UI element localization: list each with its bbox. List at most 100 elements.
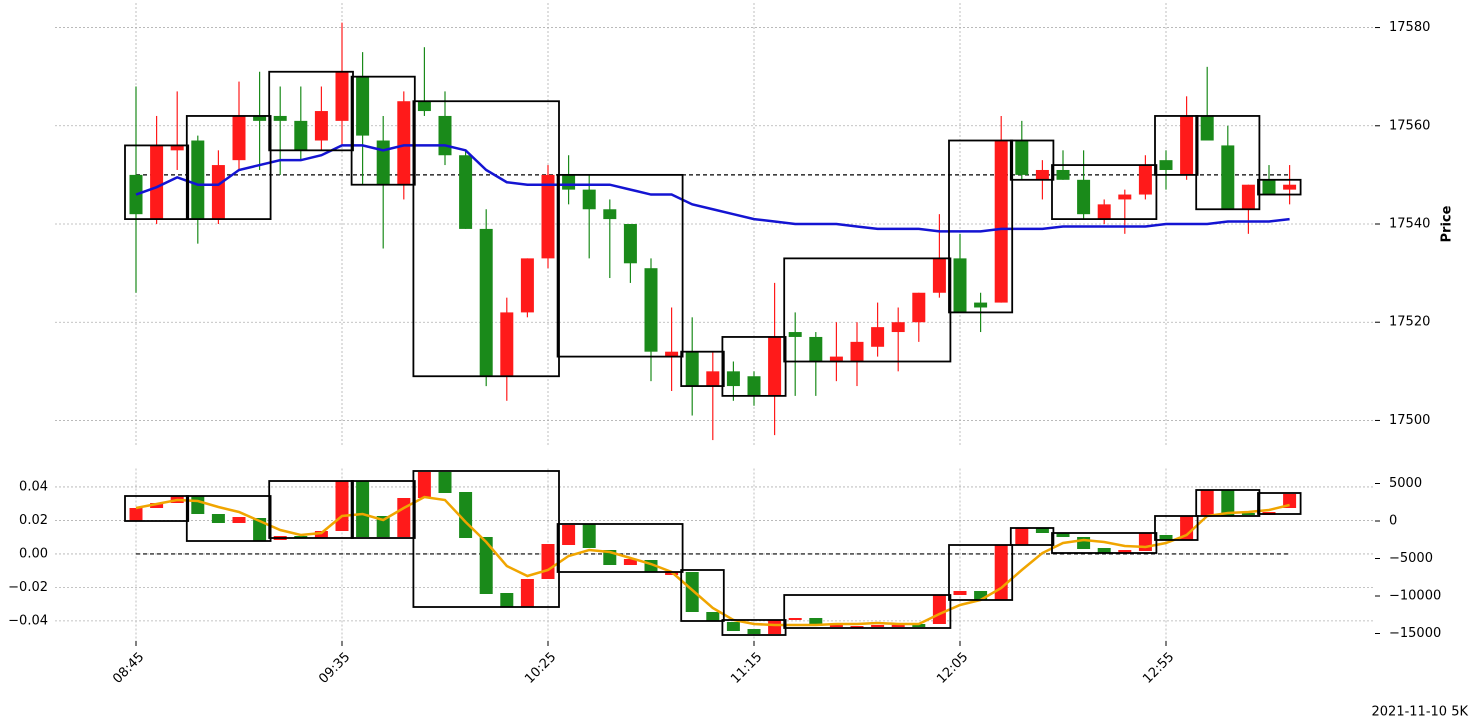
candle-body — [1221, 490, 1235, 516]
candle-body — [582, 524, 596, 548]
candle-body — [788, 617, 802, 620]
range-box — [1257, 492, 1302, 515]
candle-body — [623, 559, 637, 566]
candle-body — [994, 140, 1008, 303]
y-tick-label: 0.00 — [19, 546, 48, 561]
range-box — [268, 70, 354, 152]
candle-body — [417, 472, 431, 498]
candle-body — [541, 544, 555, 579]
y-tick-label: −0.04 — [8, 613, 48, 628]
candle-body — [191, 140, 205, 220]
candle-body — [850, 626, 864, 628]
y-tick-label: 0 — [1389, 514, 1397, 529]
y-tick-label: −15000 — [1389, 626, 1441, 641]
candle-body — [459, 155, 473, 229]
candle-body — [1180, 115, 1194, 175]
candle-body — [479, 536, 493, 594]
range-box — [412, 100, 560, 378]
candle-body — [1118, 550, 1132, 554]
candle-body — [479, 228, 493, 377]
candle-body — [232, 115, 246, 161]
candle-body — [912, 292, 926, 323]
range-box — [350, 75, 416, 186]
candle-body — [1283, 184, 1297, 190]
range-box — [412, 470, 560, 608]
candle-body — [891, 322, 905, 333]
y-tick-label: 5000 — [1389, 476, 1422, 491]
candle-body — [356, 481, 370, 537]
candle-body — [500, 593, 514, 608]
candle-body — [726, 622, 740, 632]
x-tick-label: 12:55 — [1140, 650, 1177, 687]
range-box — [783, 257, 952, 363]
candle-body — [438, 472, 452, 494]
candle-body — [541, 174, 555, 259]
range-box — [721, 336, 787, 397]
candle-body — [932, 595, 946, 624]
range-box — [1051, 532, 1158, 554]
range-box — [185, 115, 272, 220]
candle-body — [726, 371, 740, 387]
candle-body — [809, 336, 823, 362]
y-tick-label: 17560 — [1389, 118, 1430, 133]
candle-body — [809, 617, 823, 626]
candle-body — [974, 590, 988, 600]
candle-body — [335, 481, 349, 531]
range-box — [556, 173, 684, 358]
candle-body — [273, 115, 287, 121]
candle-body — [150, 145, 164, 220]
candle-body — [747, 629, 761, 635]
x-tick-label: 09:35 — [316, 650, 353, 687]
range-box — [1154, 515, 1199, 541]
range-box — [1195, 115, 1261, 211]
candle-body — [788, 332, 802, 337]
candle-body — [253, 115, 267, 121]
y-tick-label: 17500 — [1389, 413, 1430, 428]
candle-body — [829, 356, 843, 362]
candle-body — [459, 491, 473, 539]
range-box — [680, 350, 725, 387]
candle-body — [520, 578, 534, 608]
candle-body — [953, 590, 967, 596]
candle-body — [706, 611, 720, 621]
candle-body — [665, 351, 679, 357]
range-box — [1195, 489, 1261, 517]
x-tick-label: 11:15 — [728, 650, 765, 687]
range-box — [948, 139, 1014, 314]
candle-body — [376, 515, 390, 537]
candle-body — [1200, 115, 1214, 141]
y-tick-label: −10000 — [1389, 589, 1441, 604]
candle-body — [294, 536, 308, 539]
range-box — [1009, 527, 1055, 546]
y-tick-label: 0.04 — [19, 479, 48, 494]
candle-body — [768, 336, 782, 396]
candle-body — [211, 165, 225, 220]
candle-body — [1035, 169, 1049, 180]
candle-body — [685, 351, 699, 387]
candle-body — [747, 376, 761, 396]
candle-body — [232, 517, 246, 524]
candle-body — [1056, 169, 1070, 180]
candle-body — [1283, 494, 1297, 509]
candle-body — [1015, 527, 1029, 545]
y-tick-label: −5000 — [1389, 551, 1433, 566]
range-box — [185, 495, 272, 542]
candle-body — [1200, 490, 1214, 516]
candle-body — [1241, 512, 1255, 515]
candle-body — [912, 623, 926, 627]
candle-body — [562, 174, 576, 190]
range-box — [1154, 115, 1199, 176]
candle-body — [520, 258, 534, 313]
candle-body — [1097, 548, 1111, 554]
y-tick-label: −0.02 — [8, 580, 48, 595]
candle-body — [314, 111, 328, 141]
y-tick-label: 17520 — [1389, 315, 1430, 330]
range-box — [350, 480, 416, 539]
candle-body — [397, 497, 411, 537]
range-box — [1009, 139, 1055, 181]
candle-body — [1262, 179, 1276, 195]
candle-body — [211, 514, 225, 524]
annotation: 2021-11-10 5K — [1372, 705, 1469, 720]
candle-body — [1097, 204, 1111, 220]
